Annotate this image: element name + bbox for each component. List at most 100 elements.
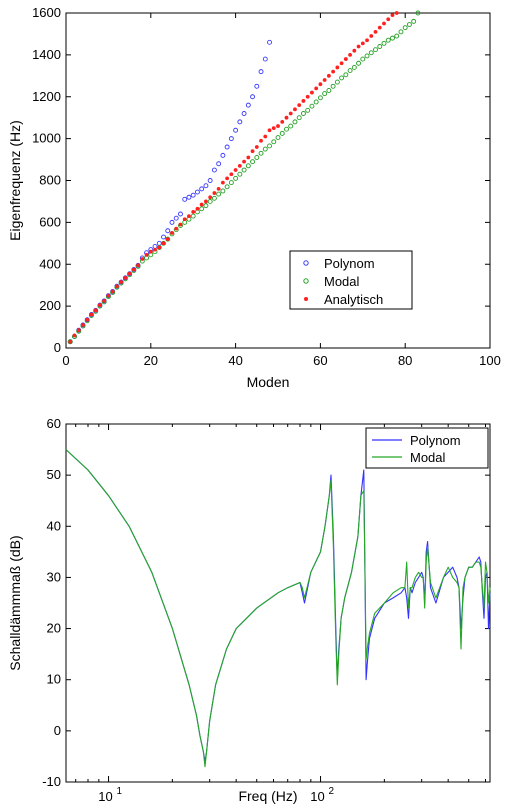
point-modal (279, 130, 285, 136)
x-tick-exponent: 2 (329, 786, 335, 797)
point-modal (275, 135, 281, 141)
legend-label: Modal (324, 274, 360, 289)
point-analytisch (305, 94, 310, 99)
point-analytisch (288, 111, 293, 116)
point-modal (241, 167, 247, 173)
point-modal (373, 47, 378, 53)
point-modal (245, 163, 251, 169)
point-analytisch (89, 312, 94, 317)
point-analytisch (373, 29, 378, 34)
point-analytisch (85, 317, 90, 322)
point-polynom (245, 102, 251, 108)
y-tick-label: 1400 (32, 47, 61, 62)
point-analytisch (284, 115, 289, 120)
point-modal (364, 53, 370, 59)
point-analytisch (220, 180, 225, 185)
point-modal (203, 203, 209, 209)
y-tick-label: 40 (47, 518, 61, 533)
point-polynom (241, 111, 247, 116)
point-modal (411, 18, 417, 24)
point-analytisch (250, 149, 255, 154)
point-analytisch (144, 252, 149, 257)
point-polynom (233, 127, 239, 133)
point-analytisch (153, 247, 157, 252)
point-modal (339, 75, 345, 81)
point-analytisch (280, 119, 285, 124)
x-tick-label: 0 (62, 353, 69, 368)
y-tick-label: 600 (39, 214, 61, 229)
point-analytisch (229, 172, 234, 177)
point-modal (360, 56, 366, 62)
legend-label: Analytisch (324, 292, 383, 307)
y-tick-label: 1000 (32, 131, 61, 146)
point-polynom (161, 234, 166, 240)
point-polynom (169, 219, 175, 225)
point-modal (292, 119, 298, 125)
point-analytisch (360, 41, 365, 46)
point-modal (381, 40, 387, 46)
point-modal (216, 191, 222, 197)
point-polynom (207, 178, 213, 183)
point-analytisch (98, 303, 102, 307)
point-analytisch (343, 57, 348, 61)
point-analytisch (276, 124, 280, 128)
point-modal (228, 180, 234, 186)
point-analytisch (212, 191, 217, 195)
point-polynom (224, 144, 230, 150)
point-analytisch (369, 34, 374, 38)
point-analytisch (352, 48, 357, 53)
point-analytisch (165, 237, 170, 242)
legend-marker (303, 278, 309, 284)
point-polynom (216, 161, 222, 167)
plot-area-2 (65, 423, 491, 783)
legend-label: Polynom (410, 433, 461, 448)
y-tick-label: 0 (54, 340, 61, 355)
point-modal (233, 175, 239, 181)
point-analytisch (191, 210, 196, 214)
y-tick-label: 20 (47, 621, 61, 636)
point-analytisch (157, 245, 162, 250)
point-analytisch (233, 168, 238, 172)
point-polynom (262, 56, 268, 62)
y-tick-label: 60 (47, 416, 61, 431)
point-modal (284, 126, 289, 132)
point-analytisch (119, 280, 124, 284)
y-tick-label: 10 (47, 672, 61, 687)
legend-box-2 (365, 427, 489, 469)
point-analytisch (297, 103, 302, 108)
y-tick-label: 0 (54, 723, 61, 738)
point-analytisch (318, 82, 323, 87)
point-analytisch (68, 339, 73, 344)
point-polynom (250, 94, 256, 100)
point-analytisch (140, 257, 145, 261)
point-analytisch (216, 186, 221, 191)
point-analytisch (382, 21, 386, 26)
point-polynom (228, 136, 234, 142)
point-modal (156, 245, 162, 250)
point-polynom (267, 39, 272, 45)
point-analytisch (377, 25, 382, 30)
point-modal (199, 206, 205, 212)
point-modal (322, 91, 328, 97)
point-analytisch (356, 44, 361, 49)
point-modal (267, 143, 272, 149)
point-analytisch (322, 78, 327, 82)
point-analytisch (365, 38, 369, 43)
y-axis-label: Eigenfrequenz (Hz) (7, 120, 23, 241)
x-tick-label: 80 (398, 353, 412, 368)
point-analytisch (182, 217, 187, 222)
y-tick-label: 1200 (32, 89, 61, 104)
point-polynom (173, 215, 179, 221)
plot-area-1 (65, 12, 491, 349)
point-modal (351, 64, 357, 70)
point-modal (343, 72, 349, 78)
point-polynom (237, 119, 243, 125)
point-analytisch (148, 249, 153, 254)
point-analytisch (225, 176, 230, 181)
point-modal (250, 159, 256, 165)
point-analytisch (174, 226, 179, 231)
point-polynom (182, 196, 188, 202)
point-modal (207, 198, 213, 204)
point-analytisch (93, 308, 98, 313)
